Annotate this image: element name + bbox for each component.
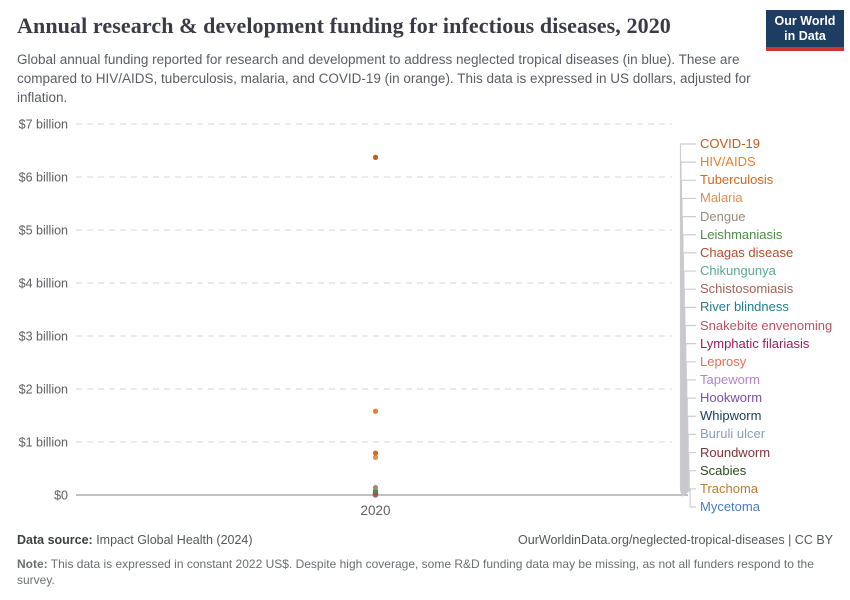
- note-text: This data is expressed in constant 2022 …: [17, 557, 814, 587]
- owid-link[interactable]: OurWorldinData.org/neglected-tropical-di…: [518, 533, 833, 547]
- data-point-hiv-aids[interactable]: [372, 408, 379, 414]
- y-axis-tick-label: $4 billion: [19, 277, 68, 291]
- data-point-covid-19[interactable]: [372, 154, 379, 160]
- legend-label-dengue[interactable]: Dengue: [700, 208, 746, 224]
- y-axis-tick-label: $1 billion: [19, 436, 68, 450]
- legend-label-malaria[interactable]: Malaria: [700, 190, 743, 206]
- legend-label-schistosomiasis[interactable]: Schistosomiasis: [700, 281, 794, 297]
- legend-label-chagas-disease[interactable]: Chagas disease: [700, 244, 794, 260]
- y-axis-tick-label: $7 billion: [19, 118, 68, 132]
- legend-label-scabies[interactable]: Scabies: [700, 462, 747, 478]
- data-point-dengue[interactable]: [372, 484, 379, 491]
- legend-label-buruli-ulcer[interactable]: Buruli ulcer: [700, 426, 766, 442]
- gridlines-group: [76, 123, 688, 496]
- owid-logo-line2: in Data: [784, 29, 826, 43]
- legend-label-snakebite-envenoming[interactable]: Snakebite envenoming: [700, 317, 833, 333]
- data-point-malaria[interactable]: [372, 454, 379, 460]
- note-label: Note:: [17, 557, 48, 571]
- legend-label-chikungunya[interactable]: Chikungunya: [700, 263, 776, 279]
- legend-label-river-blindness[interactable]: River blindness: [700, 299, 789, 315]
- legend-connectors-group: [679, 143, 697, 508]
- legend-label-tuberculosis[interactable]: Tuberculosis: [700, 172, 774, 188]
- legend-label-covid-19[interactable]: COVID-19: [700, 136, 760, 151]
- legend-label-tapeworm[interactable]: Tapeworm: [700, 371, 760, 387]
- legend-label-lymphatic-filariasis[interactable]: Lymphatic filariasis: [700, 335, 810, 351]
- x-axis-tick-label: 2020: [360, 503, 390, 518]
- legend-label-hookworm[interactable]: Hookworm: [700, 390, 763, 406]
- y-axis-tick-label: $2 billion: [19, 383, 68, 397]
- legend-label-hiv-aids[interactable]: HIV/AIDS: [700, 154, 756, 170]
- owid-logo[interactable]: Our World in Data: [766, 10, 844, 51]
- data-point-tuberculosis[interactable]: [372, 450, 379, 456]
- y-axis-tick-label: $3 billion: [19, 330, 68, 344]
- y-axis-tick-label: $5 billion: [19, 224, 68, 238]
- data-source-label: Data source:: [17, 533, 93, 547]
- data-points-group: [372, 154, 379, 498]
- y-axis-tick-label: $6 billion: [19, 171, 68, 185]
- chart-subtitle: Global annual funding reported for resea…: [17, 52, 751, 105]
- legend-label-whipworm[interactable]: Whipworm: [700, 408, 762, 424]
- footer: Data source: Impact Global Health (2024)…: [17, 533, 833, 547]
- data-source: Data source: Impact Global Health (2024): [17, 533, 253, 547]
- legend-label-trachoma[interactable]: Trachoma: [700, 480, 759, 496]
- footer-note: Note: This data is expressed in constant…: [17, 556, 823, 588]
- legend-label-roundworm[interactable]: Roundworm: [700, 444, 771, 460]
- legend-label-leprosy[interactable]: Leprosy: [700, 353, 747, 369]
- legend-connector-line-mycetoma: [681, 489, 697, 508]
- y-axis-tick-label: $0: [54, 489, 68, 503]
- chart-title: Annual research & development funding fo…: [17, 13, 671, 38]
- legend-label-leishmaniasis[interactable]: Leishmaniasis: [700, 226, 783, 242]
- owid-logo-line1: Our World: [774, 14, 836, 28]
- legend-label-mycetoma[interactable]: Mycetoma: [700, 499, 760, 514]
- data-source-value: Impact Global Health (2024): [92, 533, 253, 547]
- axis-labels-group: $0 $1 billion $2 billion $3 billion $4 billi…: [19, 118, 391, 519]
